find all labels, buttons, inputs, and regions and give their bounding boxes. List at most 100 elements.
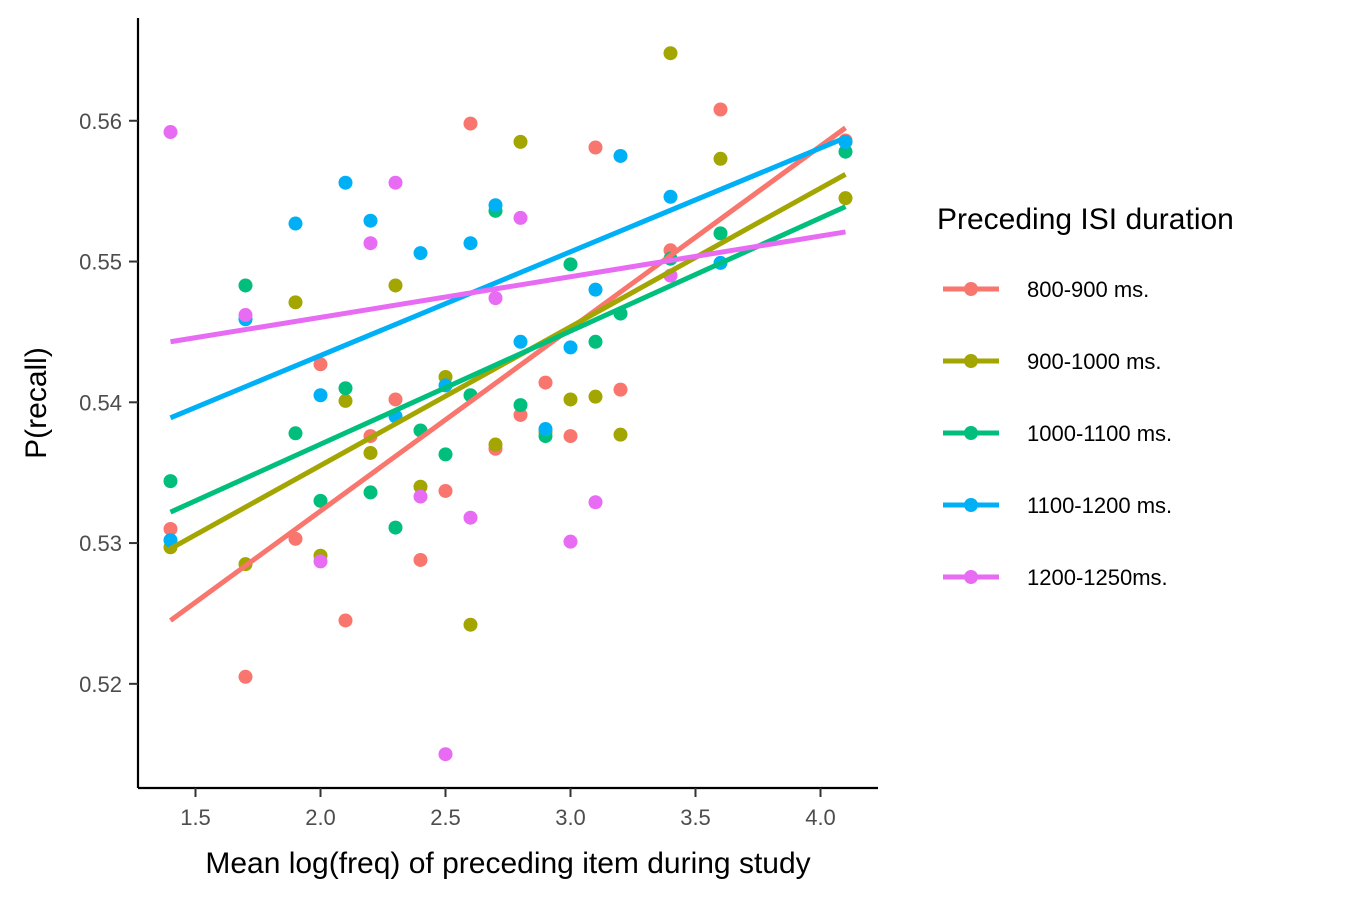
data-point bbox=[288, 216, 303, 231]
data-point bbox=[613, 427, 628, 442]
legend-label: 800-900 ms. bbox=[1027, 277, 1149, 302]
data-point bbox=[238, 278, 253, 293]
legend-item-900-1000-ms: 900-1000 ms. bbox=[943, 349, 1162, 374]
series-points-800-900-ms bbox=[163, 102, 853, 684]
data-point bbox=[488, 437, 503, 452]
data-point bbox=[613, 148, 628, 163]
data-point bbox=[588, 282, 603, 297]
data-point bbox=[563, 257, 578, 272]
legend-label: 1100-1200 ms. bbox=[1027, 493, 1172, 518]
data-point bbox=[713, 226, 728, 241]
data-point bbox=[363, 485, 378, 500]
data-point bbox=[538, 422, 553, 437]
legend-item-1100-1200-ms: 1100-1200 ms. bbox=[943, 493, 1172, 518]
y-tick-label: 0.52 bbox=[79, 672, 122, 697]
legend-item-1200-1250ms: 1200-1250ms. bbox=[943, 565, 1168, 590]
legend-point-key bbox=[964, 354, 978, 368]
data-point bbox=[363, 445, 378, 460]
data-point bbox=[838, 191, 853, 206]
data-point bbox=[163, 125, 178, 140]
data-point bbox=[388, 520, 403, 535]
legend-point-key bbox=[964, 426, 978, 440]
data-point bbox=[513, 334, 528, 349]
data-point bbox=[313, 493, 328, 508]
data-point bbox=[313, 357, 328, 372]
data-point bbox=[338, 175, 353, 190]
x-tick-label: 3.5 bbox=[680, 805, 711, 830]
data-point bbox=[363, 213, 378, 228]
data-point bbox=[463, 510, 478, 525]
data-point bbox=[488, 291, 503, 306]
data-point bbox=[838, 144, 853, 159]
data-point bbox=[563, 429, 578, 444]
data-point bbox=[438, 483, 453, 498]
data-point bbox=[338, 393, 353, 408]
data-point bbox=[663, 189, 678, 204]
data-point bbox=[338, 381, 353, 396]
data-point bbox=[288, 426, 303, 441]
x-axis-ticks: 1.5 2.0 2.5 3.0 3.5 4.0 bbox=[180, 788, 836, 830]
data-point bbox=[163, 533, 178, 548]
y-tick-label: 0.56 bbox=[79, 109, 122, 134]
data-point bbox=[513, 134, 528, 149]
data-point bbox=[588, 140, 603, 155]
legend-item-800-900-ms: 800-900 ms. bbox=[943, 277, 1149, 302]
data-point bbox=[413, 479, 428, 494]
legend-label: 900-1000 ms. bbox=[1027, 349, 1162, 374]
data-point bbox=[363, 236, 378, 251]
data-point bbox=[388, 175, 403, 190]
data-point bbox=[388, 278, 403, 293]
x-tick-label: 2.5 bbox=[430, 805, 461, 830]
data-point bbox=[413, 489, 428, 504]
legend-title: Preceding ISI duration bbox=[937, 203, 1234, 236]
data-point bbox=[288, 295, 303, 310]
data-point bbox=[588, 495, 603, 510]
legend-label: 1200-1250ms. bbox=[1027, 565, 1168, 590]
data-point bbox=[163, 521, 178, 536]
data-point bbox=[313, 388, 328, 403]
trend-line-1100-1200-ms bbox=[169, 135, 847, 421]
series-points-1000-1100-ms bbox=[163, 144, 853, 535]
legend-point-key bbox=[964, 498, 978, 512]
legend-point-key bbox=[964, 570, 978, 584]
x-tick-label: 1.5 bbox=[180, 805, 211, 830]
trend-line-1000-1100-ms bbox=[169, 204, 847, 515]
y-tick-label: 0.53 bbox=[79, 531, 122, 556]
data-point bbox=[563, 392, 578, 407]
series-points-900-1000-ms bbox=[163, 46, 853, 632]
legend-label: 1000-1100 ms. bbox=[1027, 421, 1172, 446]
data-point bbox=[488, 198, 503, 213]
x-tick-label: 4.0 bbox=[805, 805, 836, 830]
data-point bbox=[438, 447, 453, 462]
y-tick-label: 0.54 bbox=[79, 390, 122, 415]
y-tick-label: 0.55 bbox=[79, 250, 122, 275]
legend-item-1000-1100-ms: 1000-1100 ms. bbox=[943, 421, 1172, 446]
data-point bbox=[613, 382, 628, 397]
data-point bbox=[463, 116, 478, 131]
data-point bbox=[288, 531, 303, 546]
plot-area bbox=[163, 46, 853, 762]
y-axis-ticks: 0.52 0.53 0.54 0.55 0.56 bbox=[79, 109, 138, 697]
data-point bbox=[338, 613, 353, 628]
x-tick-label: 3.0 bbox=[555, 805, 586, 830]
legend: Preceding ISI duration 800-900 ms. 900-10… bbox=[937, 203, 1234, 590]
data-point bbox=[238, 308, 253, 323]
data-point bbox=[313, 554, 328, 569]
data-point bbox=[413, 552, 428, 567]
data-point bbox=[563, 340, 578, 355]
y-axis-title: P(recall) bbox=[20, 347, 53, 459]
legend-point-key bbox=[964, 282, 978, 296]
data-point bbox=[513, 398, 528, 413]
x-tick-label: 2.0 bbox=[305, 805, 336, 830]
x-axis-title: Mean log(freq) of preceding item during … bbox=[205, 847, 810, 880]
data-point bbox=[163, 474, 178, 489]
data-point bbox=[413, 246, 428, 261]
data-point bbox=[513, 210, 528, 225]
series-points-1200-1250ms bbox=[163, 125, 678, 762]
data-point bbox=[563, 534, 578, 549]
data-point bbox=[588, 334, 603, 349]
trend-line-1200-1250ms bbox=[170, 229, 846, 345]
trend-line-800-900-ms bbox=[169, 125, 847, 623]
data-point bbox=[713, 151, 728, 166]
